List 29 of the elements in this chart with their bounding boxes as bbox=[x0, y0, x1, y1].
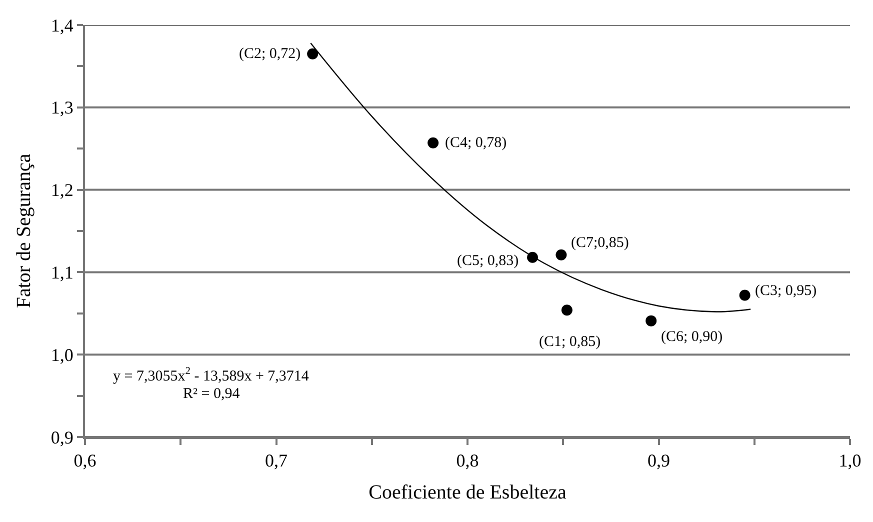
point bbox=[561, 304, 572, 316]
annotation: (C5; 0,83) bbox=[457, 253, 519, 269]
y-axis-title: Fator de Segurança bbox=[12, 154, 35, 308]
y-tick-label: 1,4 bbox=[50, 15, 74, 36]
annotation: (C3; 0,95) bbox=[755, 283, 817, 299]
y-tick-label: 1,2 bbox=[50, 180, 74, 200]
line-series bbox=[310, 42, 752, 312]
x-tick-label: 1,0 bbox=[838, 450, 862, 471]
x-tick-label: 0,8 bbox=[456, 450, 479, 471]
y-tick-label: 1,0 bbox=[50, 344, 74, 365]
point bbox=[556, 249, 567, 260]
annotation: (C1; 0,85) bbox=[539, 334, 601, 350]
annotation: R² = 0,94 bbox=[183, 386, 240, 402]
point bbox=[428, 137, 439, 148]
y-tick-label: 0,9 bbox=[50, 427, 74, 448]
x-tick-label: 0,6 bbox=[74, 450, 96, 471]
x-tick-label: 0,7 bbox=[265, 450, 288, 471]
y-tick-label: 1,3 bbox=[50, 98, 74, 118]
point bbox=[646, 315, 657, 326]
annotation: (C2; 0,72) bbox=[239, 46, 301, 62]
annotation: (C6; 0,90) bbox=[661, 329, 723, 345]
annotation: y = 7,3055x$^{2}$ - 13,589x + 7,3714 bbox=[113, 366, 310, 384]
y-tick-label: 1,1 bbox=[50, 262, 74, 282]
annotation: (C4; 0,78) bbox=[445, 135, 507, 151]
x-tick-label: 0,9 bbox=[648, 450, 670, 471]
x-axis-title: Coeficiente de Esbelteza bbox=[368, 482, 566, 504]
point bbox=[739, 290, 750, 301]
annotation: (C7;0,85) bbox=[571, 235, 629, 251]
point bbox=[307, 48, 318, 60]
